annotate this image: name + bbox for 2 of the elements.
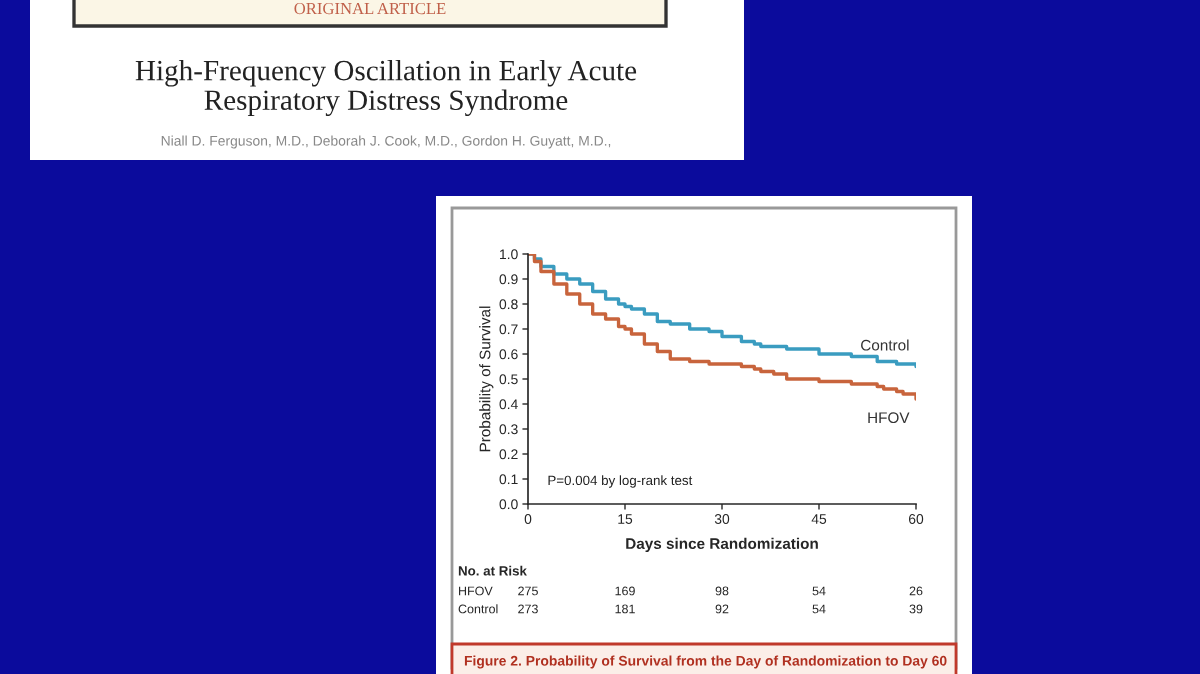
text: High-Frequency Oscillation in Early Acute Respiratory Distress Syndrome	[135, 59, 637, 117]
text: ORIGINAL ARTICLE	[294, 2, 446, 15]
